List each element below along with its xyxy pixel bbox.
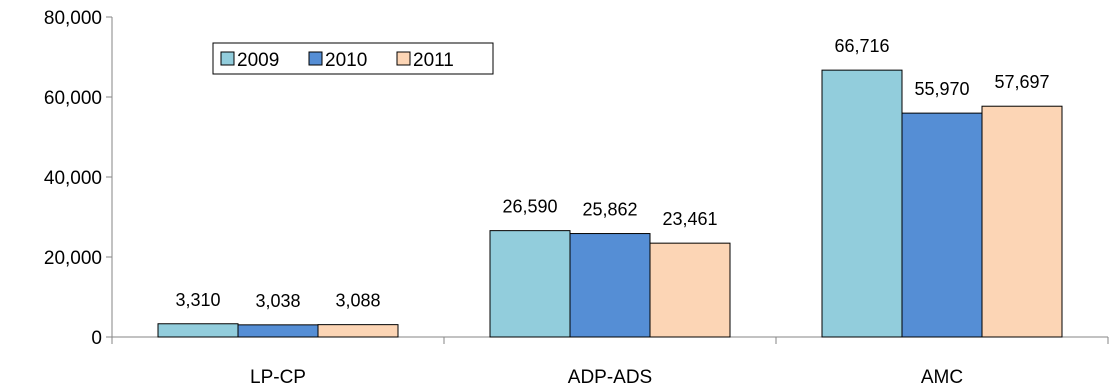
bar <box>157 323 239 338</box>
data-label: 23,461 <box>662 209 717 229</box>
y-tick-label: 80,000 <box>44 8 102 29</box>
y-tick-label: 60,000 <box>44 88 102 109</box>
bar <box>237 324 319 338</box>
y-tick-label: 0 <box>91 328 102 349</box>
x-tick-label: AMC <box>921 367 963 388</box>
y-tick-label: 20,000 <box>44 248 102 269</box>
bar <box>489 230 571 338</box>
legend-swatch <box>396 51 411 66</box>
bar <box>649 242 731 338</box>
data-label: 3,088 <box>335 291 380 311</box>
data-label: 3,038 <box>255 291 300 311</box>
legend: 2009 2010 2011 <box>212 42 494 75</box>
data-label: 26,590 <box>502 197 557 217</box>
x-axis: LP-CP ADP-ADS AMC <box>111 336 1109 388</box>
bar <box>317 324 399 338</box>
legend-label: 2011 <box>413 50 454 71</box>
data-label: 25,862 <box>582 200 637 220</box>
bar <box>981 105 1063 338</box>
data-label: 57,697 <box>994 72 1049 92</box>
data-labels: 3,310 3,038 3,088 26,590 25,862 23,461 66,716 5… <box>175 36 1049 311</box>
bar <box>821 69 903 338</box>
x-tick-label: LP-CP <box>250 367 306 388</box>
legend-label: 2009 <box>237 50 279 71</box>
legend-box <box>212 42 494 75</box>
data-label: 3,310 <box>175 290 220 310</box>
legend-swatch <box>308 51 323 66</box>
x-tick-label: ADP-ADS <box>568 367 652 388</box>
data-label: 55,970 <box>914 79 969 99</box>
legend-swatch <box>220 51 235 66</box>
y-tick-label: 40,000 <box>44 168 102 189</box>
bars <box>157 69 1063 338</box>
bar <box>569 233 651 338</box>
y-axis: 0 20,000 40,000 60,000 80,000 <box>44 8 113 349</box>
bar <box>901 112 983 338</box>
data-label: 66,716 <box>834 36 889 56</box>
legend-label: 2010 <box>325 50 367 71</box>
